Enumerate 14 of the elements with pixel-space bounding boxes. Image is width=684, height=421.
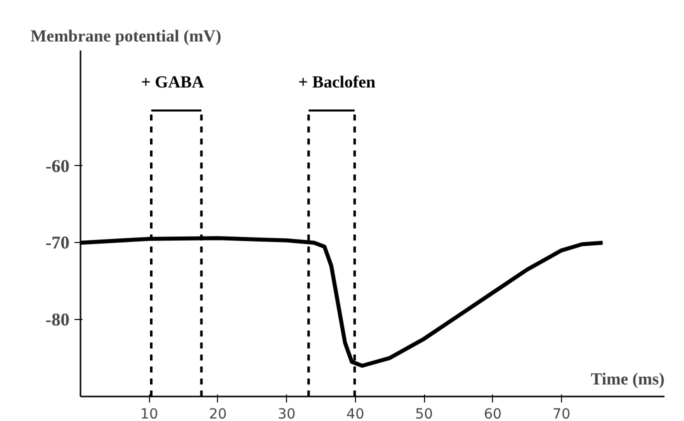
- y-axis-title: Membrane potential (mV): [30, 26, 222, 46]
- y-tick-label: -80: [46, 310, 70, 330]
- y-tick-label: -70: [46, 232, 70, 253]
- x-tick-label: 50: [415, 406, 433, 421]
- x-tick-label: 10: [140, 406, 158, 421]
- y-tick-label: -60: [46, 156, 70, 176]
- x-tick-label: 20: [209, 406, 227, 421]
- x-axis-title: Time (ms): [590, 370, 664, 388]
- x-tick-label: 70: [552, 406, 570, 421]
- annotation: + GABA: [140, 72, 205, 92]
- annotation: + Baclofen: [298, 72, 376, 92]
- x-tick-label: 40: [346, 406, 364, 421]
- x-tick-label: 30: [278, 406, 296, 421]
- x-tick-label: 60: [484, 406, 502, 421]
